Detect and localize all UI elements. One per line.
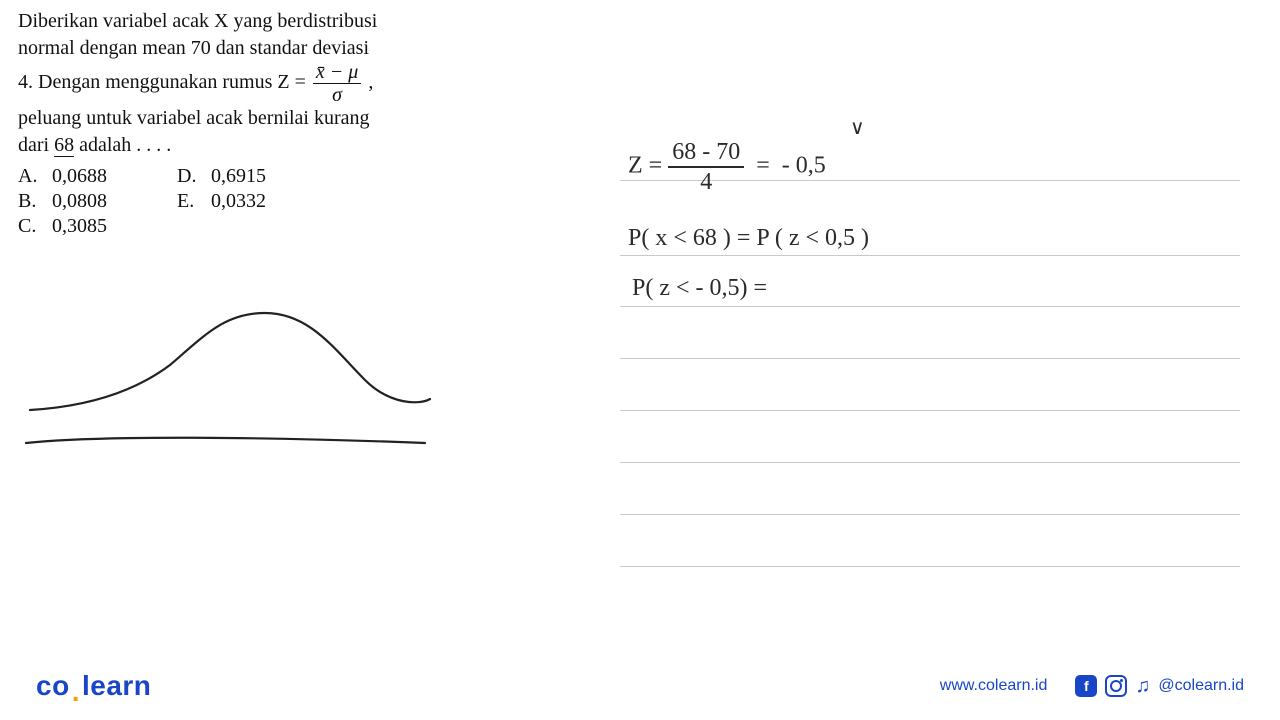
option-c-letter: C. [18, 215, 38, 238]
option-d: D. 0,6915 [177, 165, 266, 188]
option-e: E. 0,0332 [177, 190, 266, 213]
instagram-icon [1105, 675, 1127, 697]
option-e-letter: E. [177, 190, 197, 213]
hand-z-den: 4 [668, 168, 744, 194]
social-handle: @colearn.id [1158, 677, 1244, 695]
option-e-value: 0,0332 [211, 190, 266, 213]
q-fraction: x̄ − μσ [313, 62, 361, 105]
ruled-line [620, 410, 1240, 411]
bell-baseline-path [26, 438, 425, 443]
facebook-icon: f [1075, 675, 1097, 697]
brand-learn: learn [82, 670, 151, 701]
footer-right: www.colearn.id f ♫ @colearn.id [940, 675, 1244, 698]
ruled-line [620, 255, 1240, 256]
q-line1: Diberikan variabel acak X yang berdistri… [18, 10, 377, 32]
option-b: B. 0,0808 [18, 190, 107, 213]
option-c: C. 0,3085 [18, 215, 107, 238]
check-mark-icon: ∨ [850, 115, 865, 140]
hand-eq1-mid: = [756, 153, 770, 179]
ruled-line [620, 306, 1240, 307]
ruled-line [620, 566, 1240, 567]
option-d-value: 0,6915 [211, 165, 266, 188]
q-frac-num: x̄ − μ [313, 62, 361, 84]
q-frac-den: σ [313, 84, 361, 105]
ruled-line [620, 514, 1240, 515]
social-group: f ♫ @colearn.id [1075, 675, 1244, 698]
q-line4: peluang untuk variabel acak bernilai kur… [18, 107, 370, 129]
q-line5-pre: dari [18, 134, 54, 156]
options: A. 0,0688 B. 0,0808 C. 0,3085 D. 0,6915 E. 0,… [18, 165, 458, 238]
option-a: A. 0,0688 [18, 165, 107, 188]
brand-logo: co.learn [36, 670, 151, 702]
option-c-value: 0,3085 [52, 215, 107, 238]
footer: co.learn www.colearn.id f ♫ @colearn.id [0, 668, 1280, 704]
question-text: Diberikan variabel acak X yang berdistri… [18, 8, 458, 159]
hand-z-frac: 68 - 70 4 [668, 140, 744, 194]
hand-z-equation: Z = 68 - 70 4 = - 0,5 [628, 140, 826, 194]
hand-p2: P( z < - 0,5) = [632, 275, 767, 302]
option-d-letter: D. [177, 165, 197, 188]
option-b-letter: B. [18, 190, 38, 213]
page: Diberikan variabel acak X yang berdistri… [0, 0, 1280, 720]
brand-co: co [36, 670, 70, 701]
option-a-letter: A. [18, 165, 38, 188]
option-b-value: 0,0808 [52, 190, 107, 213]
options-col-1: A. 0,0688 B. 0,0808 C. 0,3085 [18, 165, 107, 238]
q-line2: normal dengan mean 70 dan standar devias… [18, 37, 369, 59]
work-area: ∨ Z = 68 - 70 4 = - 0,5 P( x < 68 ) = P … [620, 120, 1260, 620]
q-68: 68 [54, 134, 74, 157]
hand-z-num: 68 - 70 [668, 140, 744, 168]
tiktok-icon: ♫ [1135, 675, 1150, 698]
ruled-line [620, 462, 1240, 463]
hand-z-label: Z = [628, 153, 662, 179]
question-block: Diberikan variabel acak X yang berdistri… [18, 8, 458, 238]
ruled-line [620, 358, 1240, 359]
hand-p1: P( x < 68 ) = P ( z < 0,5 ) [628, 225, 869, 252]
q-line3-post: , [363, 71, 373, 93]
hand-z-result: - 0,5 [782, 153, 826, 179]
brand-dot-icon: . [72, 676, 80, 708]
bell-curve-path [30, 313, 430, 410]
footer-url: www.colearn.id [940, 677, 1048, 695]
options-col-2: D. 0,6915 E. 0,0332 [177, 165, 266, 238]
q-line5-post: adalah . . . . [74, 134, 171, 156]
q-line3-pre: 4. Dengan menggunakan rumus Z = [18, 71, 311, 93]
bell-curve-sketch [20, 295, 440, 465]
option-a-value: 0,0688 [52, 165, 107, 188]
